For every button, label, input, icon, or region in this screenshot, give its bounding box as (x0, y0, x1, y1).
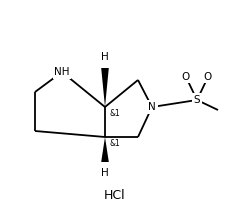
Text: H: H (101, 168, 109, 178)
Text: O: O (182, 72, 190, 82)
Polygon shape (101, 137, 109, 162)
Text: O: O (204, 72, 212, 82)
Text: &1: &1 (109, 109, 120, 118)
Polygon shape (101, 68, 109, 107)
Text: N: N (148, 102, 156, 112)
Text: &1: &1 (109, 139, 120, 148)
Text: H: H (101, 52, 109, 62)
Text: S: S (194, 95, 200, 105)
Text: NH: NH (54, 67, 70, 77)
Text: HCl: HCl (104, 189, 126, 202)
